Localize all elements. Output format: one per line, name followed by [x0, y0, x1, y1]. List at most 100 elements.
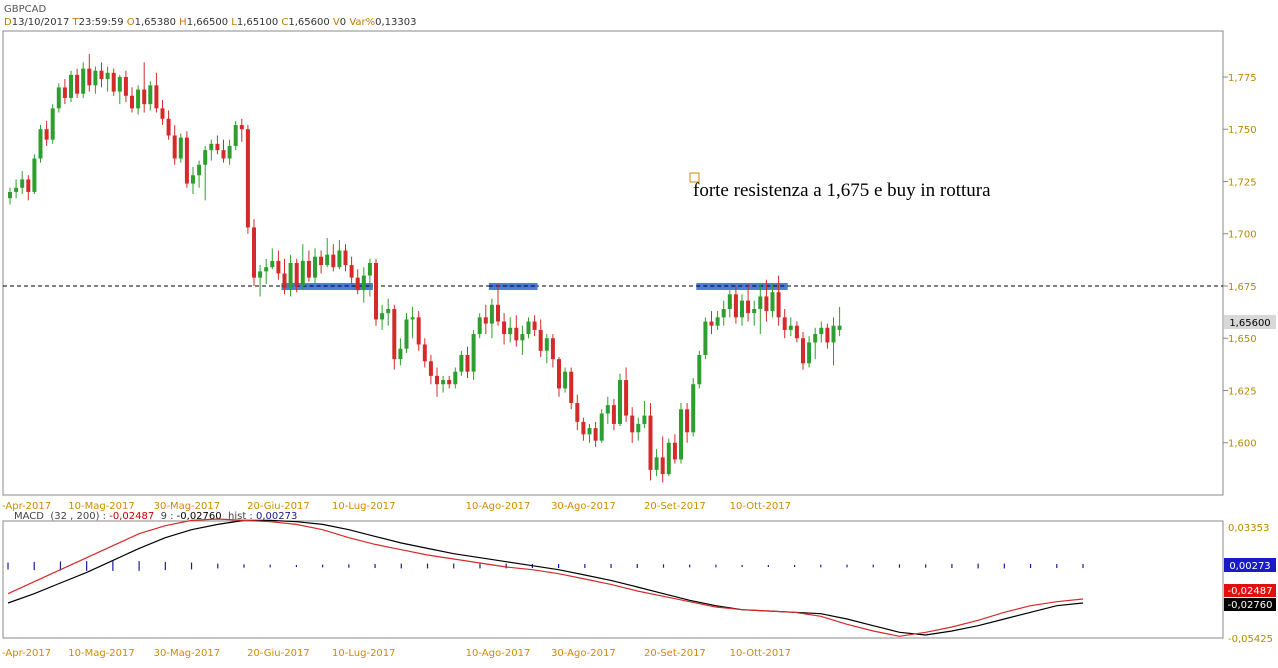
macd-line-badge [1224, 584, 1276, 597]
candle-body [807, 342, 812, 364]
open-tag: O [126, 17, 135, 28]
candle-body [520, 334, 525, 341]
candle-body [459, 354, 464, 372]
macd-header: MACD (32 , 200) : -0,02487 9 : -0,02760 … [14, 511, 297, 522]
candle-body [764, 296, 769, 312]
candle-body [593, 428, 598, 441]
candle-body [337, 250, 342, 268]
candle-body [404, 319, 409, 349]
candle-body [654, 457, 659, 470]
candle-body [331, 254, 336, 268]
candle-body [758, 296, 763, 309]
candle-body [544, 338, 549, 351]
x-tick-label: 30-Mag-2017 [154, 648, 221, 659]
candle-body [508, 327, 513, 335]
candle-body [630, 415, 635, 433]
candle-body [788, 325, 793, 330]
price-panel-frame [2, 30, 1224, 496]
x-tick-label: 30-Mag-2017 [154, 501, 221, 512]
time-tag: T [72, 17, 79, 28]
candle-body [416, 317, 421, 345]
candle-body [557, 359, 561, 389]
x-tick-label: 10-Mag-2017 [68, 648, 135, 659]
candle-body [465, 354, 470, 372]
date-value: 13/10/2017 [11, 17, 70, 28]
candle-body [117, 76, 122, 92]
candle-body [587, 428, 592, 435]
candle-body [75, 74, 80, 94]
x-tick-label: 10-Lug-2017 [332, 648, 395, 659]
macd-line [7, 518, 1084, 637]
macd-hist-badge [1224, 558, 1276, 572]
candle-body [56, 87, 61, 109]
last-price-label: 1,65600 [1229, 318, 1270, 329]
candle-body [386, 308, 391, 314]
signal-badge-label: -0,02760 [1228, 600, 1273, 611]
ohlc-readout: D13/10/2017 T23:59:59 O1,65380 H1,66500 … [4, 17, 416, 28]
candle-body [770, 292, 775, 312]
candle-body [837, 325, 842, 330]
candle-body [483, 317, 488, 324]
candle-body [148, 85, 153, 105]
candle-body [282, 273, 287, 289]
candle-body [575, 403, 580, 422]
candle-body [215, 143, 220, 151]
candle-body [319, 256, 324, 266]
candle-body [563, 371, 568, 389]
candle-body [453, 371, 458, 385]
candle-body [825, 327, 830, 343]
x-tick-label: -Apr-2017 [2, 648, 51, 659]
close-tag: C [281, 17, 289, 28]
candle-body [142, 89, 147, 105]
candle-body [221, 150, 226, 159]
macd-line-badge-label: -0,02487 [1228, 586, 1273, 597]
signal-badge [1224, 598, 1276, 611]
candle-body [685, 409, 690, 433]
candle-body [672, 442, 677, 460]
candle-body [99, 70, 104, 80]
candle-body [776, 292, 781, 318]
price-tick-label: 1,750 [1228, 125, 1257, 136]
candle-body [679, 409, 683, 460]
candle-body [87, 68, 92, 86]
signal-line [7, 519, 1084, 636]
hist-value: 0,00273 [255, 511, 298, 522]
candle-body [300, 260, 305, 286]
macd-hist-badge-label: 0,00273 [1229, 561, 1270, 572]
candle-body [343, 250, 348, 266]
candle-body [782, 317, 787, 330]
candle-body [392, 308, 397, 360]
candle-body [526, 321, 531, 335]
candle-body [721, 308, 726, 318]
x-tick-label: 10-Ott-2017 [730, 648, 791, 659]
symbol-label: GBPCAD [4, 4, 47, 15]
candle-body [264, 267, 269, 272]
candle-body [239, 125, 244, 130]
candle-body [367, 263, 372, 276]
candle-body [569, 371, 574, 404]
candle-body [154, 85, 159, 109]
low-value: 1,65100 [236, 17, 279, 28]
candle-body [130, 95, 134, 109]
candle-body [258, 271, 263, 278]
candle-body [69, 74, 73, 98]
candle-body [93, 70, 98, 86]
candle-body [349, 265, 354, 278]
candle-body [740, 300, 744, 318]
candle-body [197, 164, 202, 176]
low-tag: L [231, 17, 237, 28]
x-tick-label: 20-Set-2017 [644, 648, 706, 659]
candle-body [428, 361, 433, 376]
candle-body [380, 313, 385, 320]
candle-body [123, 76, 128, 96]
candle-body [32, 158, 37, 192]
candle-body [252, 227, 256, 278]
candle-body [191, 175, 195, 184]
candle-body [477, 317, 482, 335]
candle-body [715, 317, 720, 326]
candle-body [489, 304, 494, 324]
high-value: 1,66500 [186, 17, 229, 28]
open-value: 1,65380 [134, 17, 176, 28]
candle-body [166, 118, 171, 136]
price-tick-label: 1,700 [1228, 230, 1257, 241]
